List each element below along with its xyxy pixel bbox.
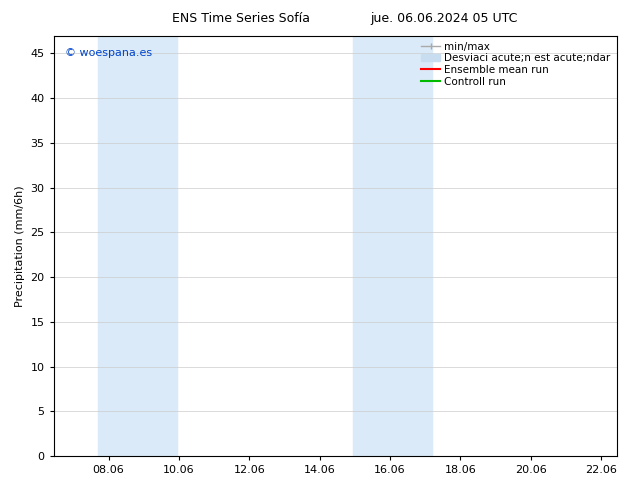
Text: jue. 06.06.2024 05 UTC: jue. 06.06.2024 05 UTC bbox=[370, 12, 517, 25]
Text: © woespana.es: © woespana.es bbox=[65, 48, 152, 58]
Y-axis label: Precipitation (mm/6h): Precipitation (mm/6h) bbox=[15, 185, 25, 307]
Bar bbox=[353, 36, 432, 456]
Legend: min/max, Desviaci acute;n est acute;ndar, Ensemble mean run, Controll run: min/max, Desviaci acute;n est acute;ndar… bbox=[418, 39, 614, 90]
Text: ENS Time Series Sofía: ENS Time Series Sofía bbox=[172, 12, 310, 25]
Bar bbox=[98, 36, 177, 456]
